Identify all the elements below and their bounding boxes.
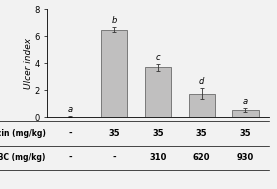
Text: 35: 35 — [196, 129, 207, 138]
Text: 35: 35 — [152, 129, 164, 138]
Text: 620: 620 — [193, 153, 211, 162]
Text: c: c — [156, 53, 160, 62]
Bar — [189, 94, 215, 117]
Y-axis label: Ulcer index: Ulcer index — [24, 38, 33, 89]
Text: -: - — [68, 129, 72, 138]
Text: d: d — [199, 77, 204, 87]
Text: -: - — [112, 153, 116, 162]
Bar — [145, 67, 171, 117]
Text: b: b — [111, 16, 117, 25]
Bar — [232, 110, 259, 117]
Text: a: a — [68, 105, 73, 114]
Text: a: a — [243, 97, 248, 106]
Text: 35: 35 — [108, 129, 120, 138]
Text: Indomethacin (mg/kg): Indomethacin (mg/kg) — [0, 129, 46, 138]
Bar — [101, 30, 127, 117]
Text: 930: 930 — [237, 153, 254, 162]
Text: CBC (mg/kg): CBC (mg/kg) — [0, 153, 46, 162]
Text: 35: 35 — [240, 129, 251, 138]
Text: 310: 310 — [149, 153, 166, 162]
Text: -: - — [68, 153, 72, 162]
